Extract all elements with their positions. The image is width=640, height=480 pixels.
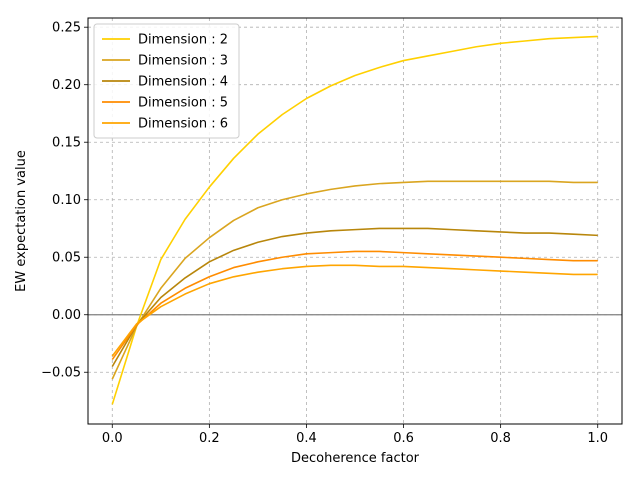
legend-label: Dimension : 3 [138, 54, 228, 69]
plot-frame [87, 17, 623, 425]
legend-label: Dimension : 4 [138, 75, 228, 90]
series-layer [111, 35, 598, 405]
x-tick-label: 0.4 [296, 431, 317, 446]
x-tick-label: 0.6 [393, 431, 414, 446]
y-tick-label: 0.20 [52, 78, 81, 93]
y-tick-label: 0.25 [52, 21, 81, 36]
series-line [111, 227, 598, 367]
series-line [111, 250, 598, 361]
legend: Dimension : 2 Dimension : 3 Dimension : 4 D… [93, 23, 240, 139]
legend-box [93, 23, 240, 139]
legend-label: Dimension : 6 [138, 117, 228, 132]
y-tick-label: 0.10 [52, 193, 81, 208]
x-tick-label: 0.8 [490, 431, 511, 446]
series-line [111, 264, 598, 357]
x-tick-label: 0.0 [102, 431, 123, 446]
y-axis-label: EW expectation value [14, 150, 29, 292]
legend-label: Dimension : 5 [138, 96, 228, 111]
y-tick-label: 0.05 [52, 251, 81, 266]
x-tick-label: 0.2 [199, 431, 220, 446]
series-line [111, 35, 598, 405]
x-tick-label: 1.0 [587, 431, 608, 446]
x-axis-label: Decoherence factor [291, 451, 420, 466]
series-line [111, 180, 598, 380]
y-tick-label: 0.15 [52, 136, 81, 151]
legend-label: Dimension : 2 [138, 33, 228, 48]
y-tick-label: −0.05 [41, 366, 81, 381]
x-axis: 0.0 0.2 0.4 0.6 0.8 1.0 [102, 424, 608, 446]
y-tick-label: 0.00 [52, 308, 81, 323]
y-axis: −0.05 0.00 0.05 0.10 0.15 0.20 0.25 [41, 21, 88, 381]
